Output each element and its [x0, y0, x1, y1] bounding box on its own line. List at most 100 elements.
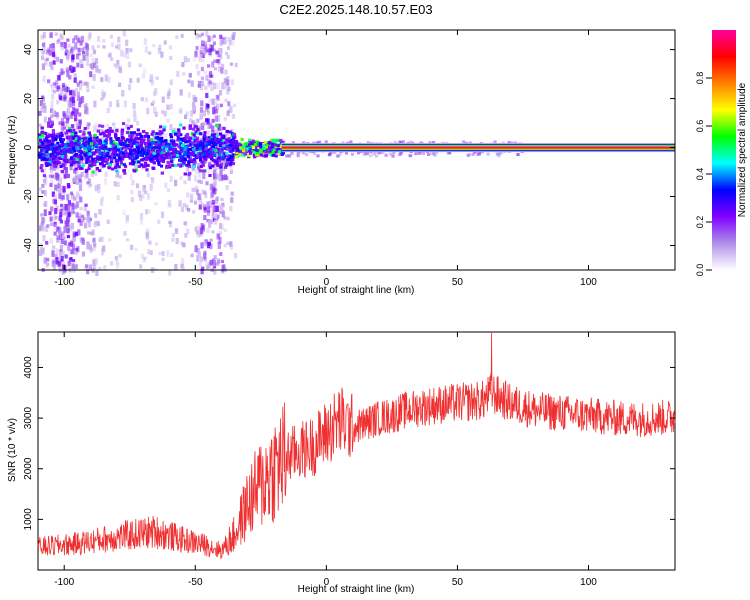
- spectrogram-cell: [107, 150, 111, 154]
- spectrogram-cell: [301, 151, 305, 155]
- spectrogram-cell: [55, 134, 59, 138]
- spectrogram-cell: [84, 148, 89, 152]
- spectrogram-cell: [72, 149, 77, 153]
- spectrogram-cell: [157, 146, 161, 150]
- spectrogram-cell: [73, 196, 77, 201]
- spectrogram-cell: [232, 144, 236, 148]
- spectrogram-cell: [174, 149, 178, 153]
- spectrogram-cell: [259, 149, 263, 153]
- spectrogram-cell: [250, 141, 254, 145]
- spectrogram-cell: [180, 158, 184, 162]
- spectrogram-cell: [122, 163, 127, 167]
- spectrogram-cell: [58, 193, 62, 200]
- spectrogram-cell: [115, 153, 119, 157]
- spectrogram-cell: [184, 114, 188, 120]
- spectrogram-cell: [207, 166, 211, 174]
- spectrogram-cell: [169, 135, 173, 139]
- spectrogram-cell: [218, 138, 222, 142]
- spectrogram-cell: [214, 187, 218, 192]
- spectrogram-cell: [235, 145, 239, 149]
- spectrogram-cell: [188, 126, 192, 130]
- spectrogram-cell: [68, 75, 72, 80]
- spectrogram-cell: [74, 251, 78, 256]
- spectrogram-cell: [213, 188, 218, 195]
- spectrogram-cell: [265, 142, 269, 146]
- spectrogram-cell: [152, 133, 156, 141]
- spectrogram-cell: [41, 153, 45, 157]
- spectrogram-cell: [66, 173, 70, 179]
- spectrogram-cell: [241, 153, 245, 157]
- spectrogram-cell: [155, 158, 159, 162]
- spectrogram-cell: [94, 64, 98, 71]
- spectrogram-cell: [167, 156, 171, 160]
- spectrogram-cell: [84, 81, 88, 86]
- spectrogram-cell: [137, 165, 141, 168]
- spectrogram-cell: [242, 151, 247, 155]
- spectrogram-cell: [168, 203, 172, 208]
- spectrogram-cell: [47, 79, 51, 83]
- spectrogram-cell: [169, 133, 173, 137]
- spectrogram-cell: [211, 98, 215, 105]
- spectrogram-cell: [77, 47, 81, 52]
- spectrogram-cell: [185, 163, 189, 167]
- spectrogram-cell: [52, 259, 56, 264]
- spectrogram-cell: [328, 153, 332, 156]
- spectrogram-cell: [93, 141, 97, 145]
- spectrogram-cell: [38, 135, 42, 139]
- spectrogram-cell: [225, 161, 229, 165]
- spectrogram-cell: [188, 72, 192, 78]
- spectrogram-cell: [279, 138, 283, 142]
- spectrogram-cell: [133, 151, 137, 155]
- spectrogram-cell: [166, 92, 170, 100]
- spectrogram-cell: [73, 77, 77, 83]
- spectrogram-cell: [195, 33, 200, 37]
- spectrogram-cell: [217, 258, 221, 264]
- spectrogram-cell: [83, 153, 87, 157]
- spectrogram-cell: [230, 191, 234, 196]
- spectrogram-cell: [71, 243, 75, 251]
- spectrogram-cell: [56, 237, 60, 243]
- spectrogram-cell: [72, 132, 76, 137]
- spectrogram-cell: [79, 237, 83, 244]
- spectrogram-cell: [87, 215, 91, 223]
- spectrogram-cell: [73, 145, 77, 149]
- spectrogram-cell: [76, 38, 80, 43]
- spectrogram-cell: [63, 156, 67, 160]
- spectrogram-cell: [66, 215, 70, 223]
- spectrogram-cell: [118, 156, 122, 160]
- spectrogram-cell: [205, 261, 209, 267]
- spectrogram-cell: [209, 48, 213, 53]
- spectrogram-cell: [185, 133, 189, 137]
- spectrogram-cell: [42, 148, 46, 152]
- spectrogram-cell: [193, 151, 197, 155]
- spectrogram-cell: [87, 147, 91, 151]
- spectrogram-cell: [212, 148, 216, 152]
- spectrogram-cell: [205, 139, 209, 143]
- spectrogram-cell: [78, 119, 82, 125]
- spectrogram-cell: [133, 110, 137, 116]
- spectrogram-cell: [88, 243, 92, 251]
- spectrogram-cell: [194, 50, 198, 58]
- spectrogram-cell: [248, 141, 252, 144]
- spectrogram-cell: [54, 223, 58, 231]
- spectrogram-cell: [80, 35, 85, 43]
- spectrogram-cell: [47, 78, 51, 84]
- spectrogram-cell: [74, 153, 78, 157]
- spectrogram-cell: [264, 145, 268, 149]
- spectrogram-cell: [259, 142, 263, 146]
- spectrogram-cell: [207, 142, 211, 146]
- spectrogram-cell: [493, 140, 497, 144]
- spectrogram-cell: [290, 152, 294, 156]
- spectrogram-cell: [229, 150, 233, 153]
- spectrogram-cell: [189, 110, 193, 117]
- spectrogram-cell: [143, 164, 147, 168]
- spectrogram-cell: [215, 108, 219, 114]
- spectrogram-cell: [80, 159, 84, 164]
- spectrogram-cell: [54, 147, 58, 151]
- spectrogram-cell: [157, 219, 161, 224]
- spectrogram-cell: [254, 153, 259, 157]
- spectrogram-cell: [263, 154, 268, 158]
- spectrogram-cell: [93, 242, 97, 248]
- spectrogram-cell: [219, 162, 224, 166]
- spectrogram-cell: [229, 62, 233, 66]
